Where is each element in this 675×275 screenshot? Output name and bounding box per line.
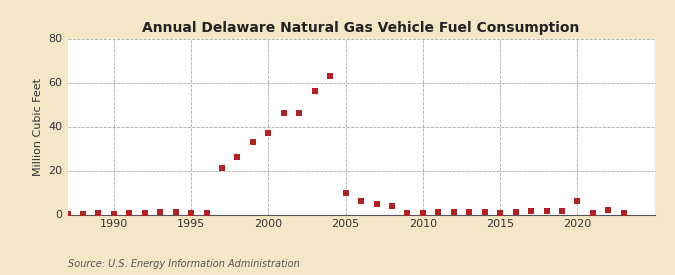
Point: [309, 89, 320, 94]
Point: [464, 210, 475, 214]
Point: [371, 201, 382, 206]
Text: Source: U.S. Energy Information Administration: Source: U.S. Energy Information Administ…: [68, 259, 299, 269]
Point: [78, 212, 88, 216]
Point: [418, 211, 429, 216]
Point: [139, 211, 150, 216]
Point: [109, 212, 119, 216]
Title: Annual Delaware Natural Gas Vehicle Fuel Consumption: Annual Delaware Natural Gas Vehicle Fuel…: [142, 21, 580, 35]
Point: [356, 199, 367, 204]
Point: [186, 211, 196, 216]
Point: [572, 199, 583, 204]
Point: [541, 209, 552, 213]
Point: [217, 166, 227, 170]
Point: [433, 210, 443, 214]
Point: [62, 212, 73, 216]
Point: [495, 211, 506, 216]
Point: [248, 140, 259, 144]
Point: [587, 211, 598, 216]
Point: [170, 210, 181, 214]
Point: [325, 74, 335, 78]
Point: [510, 210, 521, 214]
Point: [93, 211, 104, 216]
Point: [603, 208, 614, 212]
Point: [448, 210, 459, 214]
Point: [124, 211, 135, 216]
Point: [294, 111, 304, 116]
Y-axis label: Million Cubic Feet: Million Cubic Feet: [33, 78, 43, 175]
Point: [279, 111, 290, 116]
Point: [155, 210, 165, 214]
Point: [618, 211, 629, 216]
Point: [263, 131, 274, 135]
Point: [387, 204, 398, 208]
Point: [201, 211, 212, 216]
Point: [526, 209, 537, 213]
Point: [557, 209, 568, 213]
Point: [232, 155, 243, 160]
Point: [479, 210, 490, 214]
Point: [340, 190, 351, 195]
Point: [402, 211, 413, 216]
